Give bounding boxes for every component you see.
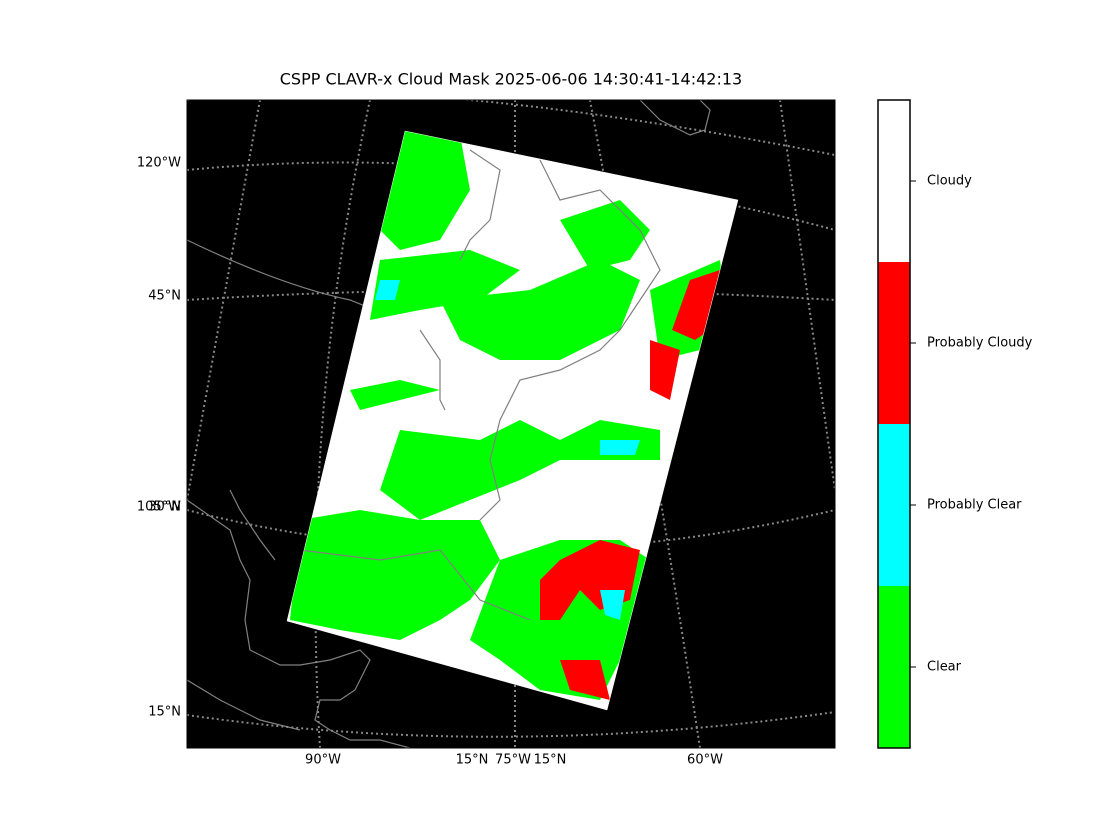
colorbar-segment bbox=[878, 586, 910, 748]
map-title: CSPP CLAVR-x Cloud Mask 2025-06-06 14:30… bbox=[280, 70, 742, 89]
bottom-label: 60°W bbox=[687, 753, 723, 768]
left-label: 15°N bbox=[148, 705, 181, 720]
left-label: 45°N bbox=[148, 289, 181, 304]
map-frame bbox=[186, 99, 836, 749]
colorbar-frame bbox=[877, 99, 911, 749]
colorbar-segment bbox=[878, 100, 910, 262]
colorbar-label: Probably Cloudy bbox=[927, 336, 1033, 351]
bottom-label: 15°N bbox=[456, 753, 489, 768]
colorbar: Cloudy Probably Cloudy Probably Clear Clear bbox=[877, 99, 1033, 749]
left-label: 120°W bbox=[137, 156, 181, 171]
bottom-label: 15°N bbox=[534, 753, 567, 768]
colorbar-label: Probably Clear bbox=[927, 498, 1022, 513]
coastlines bbox=[187, 100, 711, 748]
colorbar-segment bbox=[878, 262, 910, 424]
colorbar-label: Cloudy bbox=[927, 174, 972, 189]
colorbar-segment bbox=[878, 424, 910, 586]
colorbar-label: Clear bbox=[927, 660, 962, 675]
bottom-label: 90°W bbox=[305, 753, 341, 768]
left-label: 105°W bbox=[137, 500, 181, 515]
bottom-label: 75°W bbox=[495, 753, 531, 768]
left-label: 30°N bbox=[148, 500, 181, 515]
map bbox=[187, 100, 835, 748]
